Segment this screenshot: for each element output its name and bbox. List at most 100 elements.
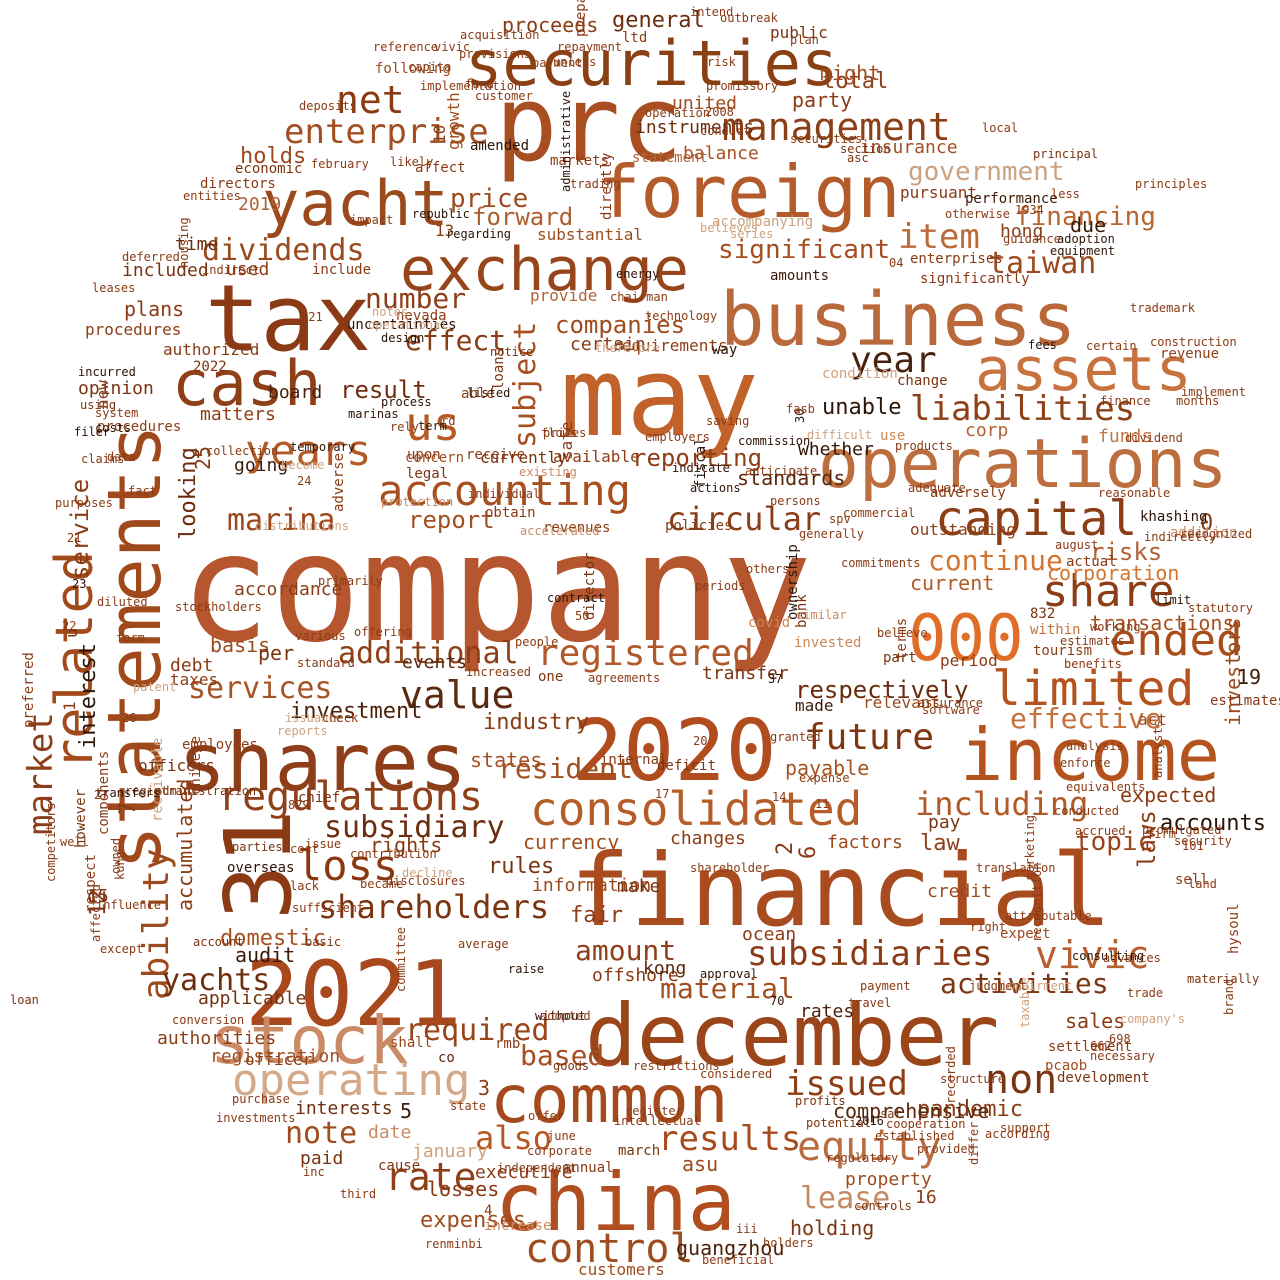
word: competitors <box>44 803 58 882</box>
word: events <box>402 652 467 673</box>
word: term <box>418 419 447 433</box>
word: make <box>617 876 660 897</box>
word: ocean <box>742 924 796 945</box>
word: transactions <box>1090 611 1235 635</box>
word: reports <box>277 724 328 738</box>
word: recognized <box>1180 527 1252 541</box>
word: holding <box>790 1216 874 1240</box>
word: plans <box>124 297 184 321</box>
word: pay <box>928 812 961 833</box>
word: 16 <box>915 1187 937 1208</box>
word: rd <box>441 414 455 428</box>
word: interest <box>76 643 101 749</box>
word: net <box>336 78 405 122</box>
word: laws <box>1133 810 1161 868</box>
word: administrative <box>559 91 573 192</box>
word: 70 <box>770 994 784 1008</box>
word: states <box>470 748 542 772</box>
word: enterprise <box>284 112 489 152</box>
word: able <box>461 386 495 402</box>
word: offer <box>528 1109 564 1123</box>
word: information <box>532 875 651 896</box>
word: amount <box>575 934 676 967</box>
word: parties <box>232 840 283 854</box>
word: kung <box>113 851 127 880</box>
word: capita <box>408 60 451 74</box>
word: authorities <box>157 1028 276 1049</box>
word: unless <box>553 55 596 69</box>
word: might <box>820 61 880 85</box>
word: temporary <box>290 440 355 454</box>
word: basic <box>305 935 341 949</box>
word: 31 <box>205 809 312 920</box>
word: accounting <box>378 466 631 515</box>
word: granted <box>770 730 821 744</box>
word: note <box>285 1116 357 1151</box>
word: lack <box>290 879 320 893</box>
word: disclosures <box>386 874 465 888</box>
word: nevada <box>396 308 447 324</box>
word: expense <box>799 771 850 785</box>
word: applicable <box>198 988 306 1009</box>
word: corporation <box>1047 561 1179 585</box>
word: change <box>897 373 948 389</box>
word: contract <box>547 591 605 605</box>
word: republic <box>412 207 470 221</box>
word: rules <box>488 854 554 879</box>
word: capital <box>935 491 1137 547</box>
word: market <box>21 712 61 835</box>
word: 2021 <box>245 942 462 1047</box>
word: company's <box>1120 1012 1185 1026</box>
word: factors <box>827 832 903 853</box>
word: deposits <box>299 99 357 113</box>
word: include <box>312 262 371 278</box>
word: outbreak <box>720 11 779 25</box>
word: investors <box>1221 618 1245 726</box>
word: amounts <box>770 268 829 284</box>
word: local <box>982 121 1018 135</box>
word: requirements <box>612 336 728 355</box>
word: accordance <box>234 579 342 600</box>
word: addition <box>1170 525 1237 541</box>
word: whether <box>798 439 874 460</box>
word: various <box>295 629 346 643</box>
word: investments <box>216 1111 295 1125</box>
word: december <box>585 986 999 1086</box>
word: within <box>1030 622 1081 638</box>
word: chinese <box>188 736 204 795</box>
word: section <box>840 142 891 156</box>
word: based <box>520 1039 604 1072</box>
word: significantly <box>920 271 1030 287</box>
word: regulatory <box>826 1151 898 1165</box>
word: required <box>405 1013 550 1048</box>
word: service <box>66 479 94 580</box>
word: respect <box>83 854 99 913</box>
word: certain <box>570 334 646 355</box>
word: construction <box>1150 335 1237 349</box>
word: also <box>475 1119 552 1157</box>
word: estimates <box>1210 693 1280 709</box>
word: risk <box>707 55 737 69</box>
word: using <box>80 398 116 412</box>
word: vivic <box>1035 933 1149 977</box>
word: commission <box>738 434 810 448</box>
word: plan <box>790 33 819 47</box>
word: distributions <box>255 519 349 533</box>
word: design <box>381 331 424 345</box>
word: khashing <box>1140 509 1207 525</box>
word: kong <box>643 958 686 979</box>
word: purposes <box>55 496 113 510</box>
word: 2022 <box>193 359 227 375</box>
word: without <box>535 1009 586 1023</box>
word: 101 <box>1182 839 1204 853</box>
word: officers <box>138 756 215 775</box>
word: renminbi <box>425 1237 483 1251</box>
word: february <box>311 157 369 171</box>
word: contribution <box>350 847 437 861</box>
word: stockholders <box>175 600 262 614</box>
word: yachts <box>162 963 270 998</box>
word: 832 <box>1030 606 1055 622</box>
word: 0 <box>1200 511 1213 536</box>
